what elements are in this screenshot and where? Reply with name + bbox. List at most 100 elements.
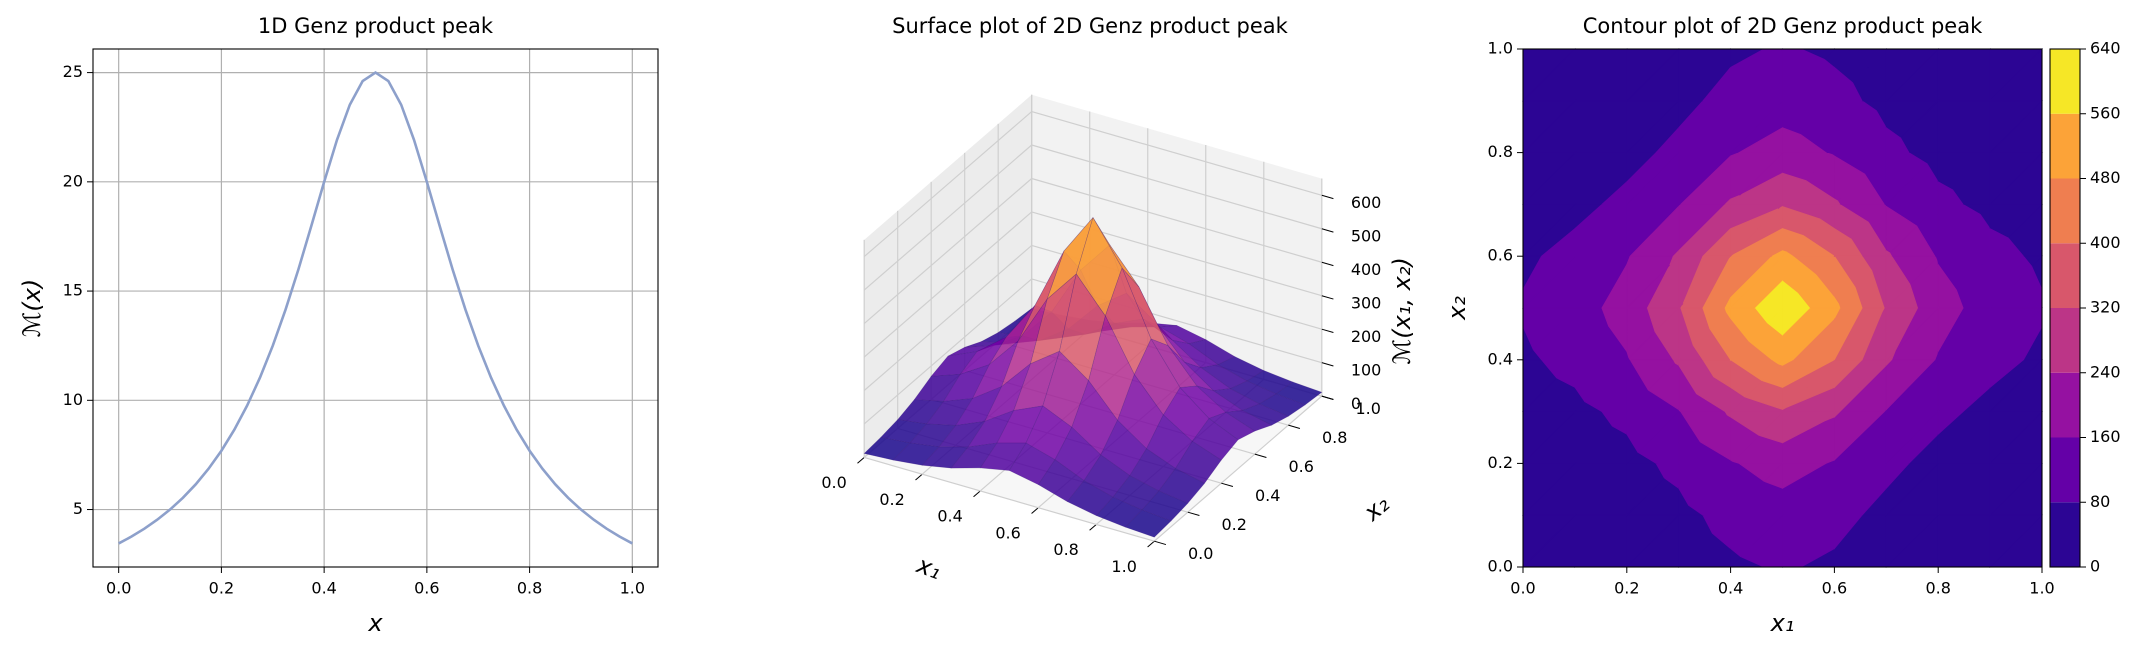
contour-band [1834,198,1839,206]
colorbar-tick-label: 80 [2090,492,2110,511]
x-tick-label: 1.0 [1111,557,1136,576]
grid-line [1031,144,1322,230]
y-tick-label: 0.4 [1488,349,1513,368]
y-tick-label: 5 [73,499,83,518]
contour-band [1782,250,1788,258]
grid-line [1153,395,1323,542]
tick [1321,228,1334,233]
surface-patch [1275,381,1323,406]
x-axis-label: x [367,609,383,637]
colorbar-band [2050,308,2080,373]
tick [1321,261,1334,267]
x-tick-label: 0.8 [1053,540,1078,559]
y-tick-label: 0.6 [1488,246,1513,265]
y-tick-label: 0.4 [1255,486,1280,505]
grid-line [863,178,1033,325]
frame [1522,48,2043,568]
pane [864,94,1032,458]
x-tick-label: 0.2 [1614,579,1639,598]
z-tick-label: 500 [1351,227,1382,246]
surface-patch [1258,393,1306,417]
chart-title: Contour plot of 2D Genz product peak [1583,14,1983,38]
contour-band [1782,127,1802,154]
contour-band [1885,249,1891,258]
chart-title: 1D Genz product peak [258,14,494,38]
x-tick-label: 0.2 [879,490,904,509]
y-tick-label: 0.6 [1289,457,1314,476]
grid-line [863,244,1033,391]
x-tick-label: 0.4 [937,507,962,526]
colorbar-band [2050,178,2080,244]
colorbar-band [2050,372,2080,438]
surface-patch [1141,490,1189,522]
contour-band [1885,126,1902,154]
x-tick-label: 0.6 [1822,579,1847,598]
colorbar-tick-label: 560 [2090,103,2121,122]
x-tick-label: 0.0 [821,473,846,492]
surface-patch [1191,418,1239,461]
y-axis-label: x₂ [1358,489,1395,527]
contour-band [1937,181,1954,206]
tick [1031,507,1039,514]
y-tick-label: 0.2 [1488,453,1513,472]
tick [1147,540,1155,548]
y-tick-label: 1.0 [1356,399,1381,418]
surface-patch [1208,411,1256,441]
colorbar-band [2050,243,2080,308]
y-tick-label: 0.0 [1488,557,1513,576]
contour-band [1834,227,1853,258]
y-tick-label: 20 [63,171,83,190]
x-tick-label: 0.6 [995,523,1020,542]
x-tick-label: 0.0 [1510,579,1535,598]
z-tick-label: 100 [1351,361,1382,380]
y-axis-label: x₂ [1443,296,1471,321]
y-tick-label: 0.8 [1322,428,1347,447]
surface-patch [1092,217,1140,287]
grid-line [863,278,1033,425]
x-tick-label: 0.2 [209,579,234,598]
colorbar-band [2050,49,2080,114]
tick [1321,362,1334,367]
colorbar-tick-label: 400 [2090,233,2121,252]
grid-line [863,211,1033,358]
colorbar-band [2050,113,2080,179]
x-tick-label: 0.8 [517,579,542,598]
contour-band [1937,263,1957,309]
frame [92,48,659,568]
surface-patch [1075,216,1123,317]
tick [1321,194,1334,200]
tick [973,490,981,498]
z-tick-label: 300 [1351,294,1382,313]
chart-title: Surface plot of 2D Genz product peak [892,14,1288,38]
tick [1321,295,1334,300]
x-tick-label: 0.8 [1925,579,1950,598]
z-axis-label: ℳ(x₁, x₂) [1388,257,1416,364]
surface-patch [1158,468,1206,504]
line [118,71,633,545]
colorbar-tick-label: 320 [2090,298,2121,317]
tick [915,473,923,481]
surface-patch [1124,509,1172,538]
y-axis-label: ℳ(x) [18,279,46,338]
contour-band [1834,66,1854,102]
tick [1288,424,1301,429]
surface-patch [1224,410,1273,432]
z-tick-label: 400 [1351,260,1382,279]
colorbar-band [2050,437,2080,503]
surface-patch [1175,440,1222,484]
tick [1089,524,1097,531]
grid-line [1031,110,1322,196]
z-tick-label: 600 [1351,193,1382,212]
x-tick-label: 0.4 [311,579,336,598]
x-axis-label: x₁ [912,550,945,585]
surface-patch [1088,314,1135,421]
grid-line [1031,211,1322,297]
z-tick-label: 200 [1351,327,1382,346]
x-tick-label: 0.6 [414,579,439,598]
colorbar-tick-label: 160 [2090,427,2121,446]
surface-patch [1241,403,1289,426]
colorbar-tick-label: 480 [2090,168,2121,187]
x-tick-label: 1.0 [2029,579,2054,598]
